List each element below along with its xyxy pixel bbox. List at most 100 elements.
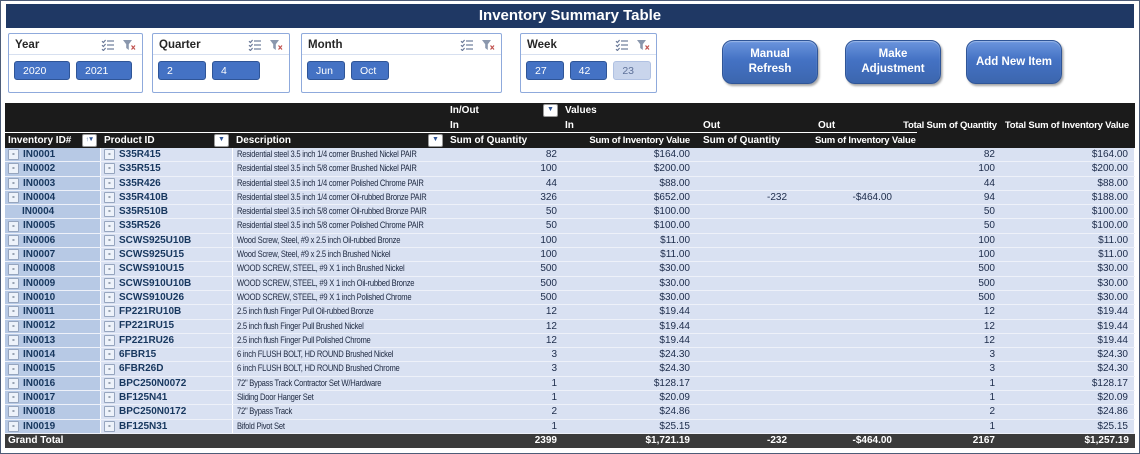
total-value-cell[interactable]: $25.15	[1000, 419, 1135, 433]
product-id-cell[interactable]: - SCWS910U10B	[101, 276, 233, 290]
slicer-quarter-item-2[interactable]: 2	[158, 61, 206, 80]
out-value-cell[interactable]	[815, 148, 900, 161]
inventory-id-cell[interactable]: - IN0013	[5, 333, 101, 348]
product-id-cell[interactable]: - S35R526	[101, 219, 233, 233]
total-qty-cell[interactable]: 2	[989, 406, 995, 418]
out-value-cell[interactable]	[815, 248, 900, 261]
out-qty-cell[interactable]	[700, 234, 815, 247]
in-value-cell[interactable]: $100.00	[653, 220, 690, 232]
total-qty-cell[interactable]: 1	[989, 420, 995, 432]
out-qty-cell[interactable]	[700, 305, 815, 318]
in-value-cell[interactable]: $20.09	[659, 392, 690, 404]
in-value-cell[interactable]: $100.00	[653, 206, 690, 218]
out-qty-cell[interactable]	[700, 262, 815, 275]
in-qty-cell[interactable]: 82	[545, 149, 557, 160]
in-value-cell[interactable]: $30.00	[659, 277, 690, 289]
clear-filter-icon[interactable]	[636, 39, 650, 51]
collapse-icon[interactable]: -	[8, 349, 19, 361]
collapse-icon[interactable]: -	[8, 220, 19, 232]
multiselect-icon[interactable]	[101, 39, 115, 51]
in-value-cell[interactable]: $19.44	[659, 320, 690, 332]
inventory-id-cell[interactable]: - IN0008	[5, 262, 101, 276]
description-cell[interactable]: Residential steel 3.5 inch 5/8 corner Oi…	[237, 206, 427, 218]
collapse-icon[interactable]: -	[104, 320, 115, 332]
out-value-cell[interactable]	[815, 420, 900, 433]
out-qty-cell[interactable]	[700, 320, 815, 333]
in-value-cell[interactable]: $652.00	[653, 191, 690, 203]
out-value-cell[interactable]	[815, 362, 900, 375]
description-cell[interactable]: 2.5 inch flush Finger Pull Oil-rubbed Br…	[237, 306, 374, 318]
product-id-cell[interactable]: - SCWS910U15	[101, 262, 233, 276]
total-value-cell[interactable]: $24.30	[1000, 362, 1135, 376]
inventory-id-cell[interactable]: - IN0006	[5, 233, 101, 248]
inventory-id-cell[interactable]: - IN0011	[5, 305, 101, 319]
total-qty-cell[interactable]: 1	[989, 377, 995, 389]
slicer-week-item-42[interactable]: 42	[569, 61, 608, 80]
total-qty-cell[interactable]: 50	[983, 220, 995, 232]
out-value-cell[interactable]	[815, 334, 900, 347]
out-qty-cell[interactable]	[700, 348, 815, 361]
total-qty-cell[interactable]: 500	[978, 263, 995, 275]
inventory-id-cell[interactable]: - IN0010	[5, 290, 101, 305]
description-cell[interactable]: Residential steel 3.5 inch 1/4 corner Oi…	[237, 191, 427, 203]
total-qty-cell[interactable]: 82	[983, 149, 995, 160]
collapse-icon[interactable]: -	[8, 263, 19, 275]
collapse-icon[interactable]: -	[8, 277, 19, 289]
total-qty-cell[interactable]: 12	[983, 306, 995, 318]
out-qty-cell[interactable]	[700, 248, 815, 261]
inventory-id-cell[interactable]: - IN0016	[5, 376, 101, 391]
in-value-cell[interactable]: $24.30	[659, 349, 690, 361]
out-value-cell[interactable]: -$464.00	[852, 191, 892, 203]
inventory-id-cell[interactable]: - IN0019	[5, 419, 101, 433]
total-value-cell[interactable]: $24.30	[1000, 348, 1135, 362]
collapse-icon[interactable]: -	[8, 249, 19, 261]
product-id-cell[interactable]: - S35R410B	[101, 190, 233, 205]
out-value-cell[interactable]	[815, 177, 900, 190]
total-qty-cell[interactable]: 94	[983, 191, 995, 203]
collapse-icon[interactable]: -	[8, 320, 19, 332]
collapse-icon[interactable]: -	[8, 149, 19, 161]
manual-refresh-button[interactable]: Manual Refresh	[722, 40, 818, 84]
out-value-cell[interactable]	[815, 291, 900, 304]
slicer-week-item-23[interactable]: 23	[613, 61, 652, 80]
product-id-cell[interactable]: - S35R510B	[101, 205, 233, 219]
slicer-year-item-2020[interactable]: 2020	[14, 61, 70, 80]
inventory-id-cell[interactable]: - IN0004	[5, 190, 101, 205]
product-id-cell[interactable]: - S35R426	[101, 176, 233, 190]
collapse-icon[interactable]: -	[104, 420, 115, 432]
inventory-id-cell[interactable]: - IN0017	[5, 391, 101, 405]
collapse-icon[interactable]: -	[104, 349, 115, 361]
inventory-id-cell[interactable]: IN0004	[5, 205, 101, 219]
in-value-cell[interactable]: $164.00	[653, 149, 690, 160]
inventory-id-cell[interactable]: - IN0002	[5, 162, 101, 176]
in-value-cell[interactable]: $19.44	[659, 306, 690, 318]
total-qty-cell[interactable]: 12	[983, 320, 995, 332]
product-id-cell[interactable]: - BF125N41	[101, 391, 233, 405]
add-new-item-button[interactable]: Add New Item	[966, 40, 1062, 84]
collapse-icon[interactable]: -	[104, 363, 115, 375]
in-value-cell[interactable]: $88.00	[659, 177, 690, 189]
in-value-cell[interactable]: $30.00	[659, 263, 690, 275]
description-cell[interactable]: Bifold Pivot Set	[237, 420, 285, 432]
collapse-icon[interactable]: -	[8, 177, 19, 189]
description-cell[interactable]: Wood Screw, Steel, #9 x 2.5 inch Oil-rub…	[237, 234, 401, 246]
in-qty-cell[interactable]: 50	[545, 220, 557, 232]
collapse-icon[interactable]: -	[104, 163, 115, 175]
in-qty-cell[interactable]: 1	[551, 420, 557, 432]
product-id-cell[interactable]: -6FBR26D	[101, 362, 233, 376]
in-qty-cell[interactable]: 100	[540, 163, 557, 175]
out-qty-cell[interactable]	[700, 219, 815, 232]
collapse-icon[interactable]: -	[104, 377, 115, 389]
description-cell[interactable]: Wood Screw, Steel, #9 x 2.5 inch Brushed…	[237, 249, 391, 261]
out-value-cell[interactable]	[815, 262, 900, 275]
total-qty-cell[interactable]: 500	[978, 277, 995, 289]
total-qty-cell[interactable]: 3	[989, 349, 995, 361]
slicer-month-item-Oct[interactable]: Oct	[351, 61, 389, 80]
collapse-icon[interactable]: -	[8, 306, 19, 318]
filter-dropdown-icon[interactable]: ▼	[543, 104, 558, 117]
collapse-icon[interactable]: -	[104, 149, 115, 161]
collapse-icon[interactable]: -	[104, 234, 115, 246]
description-cell[interactable]: 6 inch FLUSH BOLT, HD ROUND Brushed Nick…	[237, 349, 394, 361]
total-value-cell[interactable]: $24.86	[1000, 405, 1135, 419]
out-value-cell[interactable]	[815, 219, 900, 232]
